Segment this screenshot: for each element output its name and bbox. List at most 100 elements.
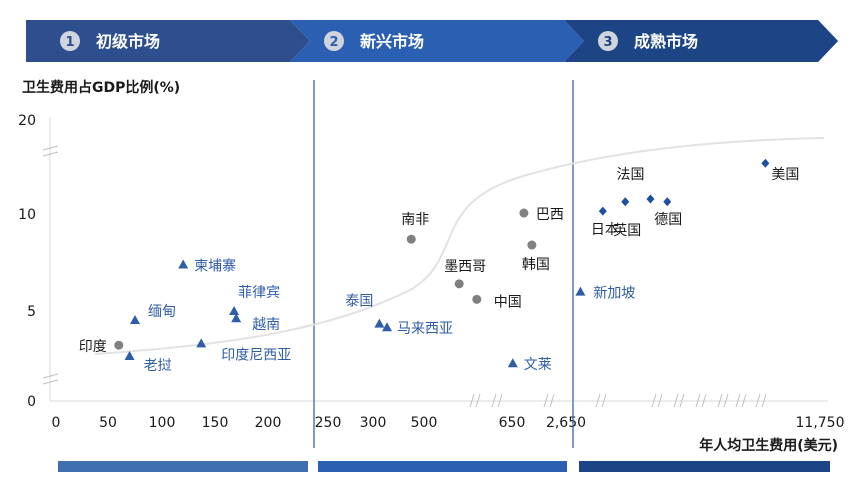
stage-banner-1	[26, 20, 310, 62]
x-axis-break-mark	[469, 393, 475, 408]
x-tick-label: 200	[255, 415, 282, 431]
data-label: 日本	[591, 222, 619, 238]
data-point-circle	[406, 234, 416, 244]
x-axis-break-mark	[717, 393, 723, 408]
data-label: 马来西亚	[397, 321, 453, 337]
data-label: 巴西	[536, 207, 564, 223]
stage-banner-3	[564, 20, 838, 62]
data-point-triangle	[196, 338, 207, 348]
data-label: 印度尼西亚	[221, 347, 291, 363]
stage-number-badge	[598, 31, 618, 51]
data-point-circle	[454, 279, 464, 289]
y-tick-label: 10	[18, 207, 36, 223]
stage-number-badge	[324, 31, 344, 51]
data-point-circle	[519, 208, 529, 218]
trend-curve	[94, 137, 825, 355]
data-label: 越南	[252, 317, 280, 333]
data-label: 文莱	[524, 357, 552, 373]
stage-label: 新兴市场	[360, 32, 424, 51]
data-point-triangle	[124, 351, 135, 360]
data-label: 中国	[494, 294, 522, 310]
x-axis-break-mark	[723, 393, 729, 408]
data-label: 新加坡	[593, 286, 635, 302]
data-label: 韩国	[522, 257, 550, 273]
x-axis-break-mark	[695, 393, 701, 408]
data-point-diamond	[761, 158, 770, 168]
x-axis-break-mark	[491, 393, 497, 408]
data-label: 南非	[401, 212, 429, 228]
x-axis-break-mark	[761, 393, 767, 408]
x-axis-break-mark	[673, 393, 679, 408]
data-label: 法国	[616, 167, 644, 183]
y-tick-label: 5	[27, 304, 36, 320]
data-label: 美国	[771, 167, 799, 183]
data-label: 德国	[654, 212, 682, 228]
x-tick-label: 650	[499, 415, 526, 431]
data-point-triangle	[374, 318, 385, 328]
x-axis-break-mark	[701, 393, 707, 408]
data-point-circle	[114, 340, 124, 350]
data-label: 老挝	[144, 358, 172, 374]
x-tick-label: 500	[411, 415, 438, 431]
x-axis-break-mark	[657, 393, 663, 408]
data-point-triangle	[575, 286, 586, 296]
x-tick-label: 150	[202, 415, 229, 431]
data-label: 英国	[613, 222, 641, 239]
x-tick-label: 100	[149, 415, 176, 431]
y-axis-break-mark	[42, 151, 59, 157]
y-axis-break-mark	[42, 379, 59, 385]
x-axis-break-mark	[475, 393, 481, 408]
x-axis-break-mark	[679, 393, 685, 408]
stage-banner-2	[290, 20, 584, 62]
stage-banner-tip	[818, 20, 838, 62]
data-point-triangle	[130, 315, 140, 324]
x-tick-label: 250	[315, 415, 342, 431]
data-label: 墨西哥	[444, 259, 486, 275]
stage-bar-1	[58, 461, 308, 472]
x-axis-break-mark	[543, 393, 549, 408]
x-axis-break-mark	[755, 393, 761, 408]
y-axis-break-mark	[42, 145, 59, 151]
x-axis-break-mark	[741, 393, 747, 408]
stage-number: 3	[603, 35, 612, 50]
data-point-circle	[472, 294, 482, 304]
data-point-diamond	[621, 197, 630, 207]
x-tick-label: 0	[52, 415, 61, 431]
data-label: 泰国	[345, 294, 373, 310]
x-tick-label: 300	[360, 415, 387, 431]
x-axis-break-mark	[497, 393, 503, 408]
data-point-diamond	[598, 206, 607, 216]
stage-bar-3	[579, 461, 830, 472]
data-label: 菲律宾	[238, 285, 280, 301]
x-axis-break-mark	[651, 393, 657, 408]
stage-bar-2	[318, 461, 567, 472]
x-tick-label: 2,650	[546, 415, 586, 431]
x-axis-break-mark	[549, 393, 555, 408]
y-axis-label: 卫生费用占GDP比例(%)	[22, 79, 180, 96]
stage-number-badge	[60, 31, 80, 51]
data-point-triangle	[231, 313, 242, 323]
x-axis-break-mark	[595, 393, 601, 408]
y-tick-label: 0	[27, 394, 36, 410]
data-point-diamond	[646, 194, 655, 204]
data-point-triangle	[178, 259, 189, 269]
x-axis-break-mark	[735, 393, 741, 408]
y-tick-label: 20	[18, 113, 36, 129]
x-tick-label: 11,750	[796, 415, 845, 431]
stage-label: 成熟市场	[634, 32, 698, 51]
x-axis-label: 年人均卫生费用(美元)	[699, 437, 838, 454]
data-point-triangle	[229, 306, 240, 315]
x-axis-break-mark	[601, 393, 607, 408]
data-point-circle	[527, 240, 537, 250]
x-tick-label: 50	[99, 415, 117, 431]
stage-number: 1	[65, 35, 74, 50]
y-axis-break-mark	[42, 373, 59, 379]
stage-label: 初级市场	[96, 32, 160, 51]
data-point-diamond	[663, 197, 672, 207]
stage-number: 2	[329, 35, 338, 50]
data-point-triangle	[507, 358, 518, 368]
data-label: 柬埔寨	[194, 257, 236, 274]
data-label: 缅甸	[148, 304, 176, 320]
data-point-triangle	[382, 322, 393, 332]
